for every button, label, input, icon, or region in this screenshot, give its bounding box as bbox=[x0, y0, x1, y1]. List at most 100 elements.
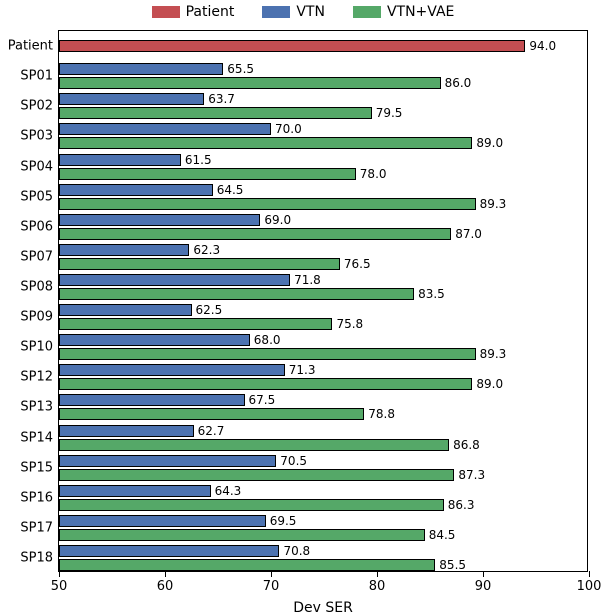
bar-vtn_vae bbox=[59, 107, 372, 119]
y-tick-label: SP07 bbox=[20, 249, 59, 264]
legend-item-vtn: VTN bbox=[262, 4, 325, 20]
bar-vtn bbox=[59, 123, 271, 135]
bar-value-label: 70.5 bbox=[280, 454, 307, 468]
bar-vtn bbox=[59, 545, 279, 557]
bar-vtn_vae bbox=[59, 408, 364, 420]
bar-value-label: 62.5 bbox=[196, 303, 223, 317]
chart-root: Patient VTN VTN+VAE 50 60 70 80 90 100 Patient… bbox=[0, 0, 606, 608]
bar-value-label: 67.5 bbox=[249, 393, 276, 407]
bar-value-label: 69.0 bbox=[264, 213, 291, 227]
bar-vtn_vae bbox=[59, 228, 451, 240]
bar-vtn bbox=[59, 274, 290, 286]
bar-vtn bbox=[59, 515, 266, 527]
bar-patient bbox=[59, 40, 525, 52]
bar-vtn bbox=[59, 334, 250, 346]
bar-vtn bbox=[59, 394, 245, 406]
y-tick-label: SP04 bbox=[20, 159, 59, 174]
bar-vtn_vae bbox=[59, 378, 472, 390]
bar-vtn_vae bbox=[59, 168, 356, 180]
legend-swatch-vtn bbox=[262, 6, 290, 18]
x-tick-label: 90 bbox=[475, 571, 492, 594]
legend: Patient VTN VTN+VAE bbox=[0, 4, 606, 20]
bar-value-label: 94.0 bbox=[529, 39, 556, 53]
bar-value-label: 85.5 bbox=[439, 558, 466, 572]
bar-vtn bbox=[59, 184, 213, 196]
y-tick-label: Patient bbox=[8, 39, 59, 54]
x-tick-label: 70 bbox=[263, 571, 280, 594]
bar-value-label: 64.3 bbox=[215, 484, 242, 498]
bar-vtn_vae bbox=[59, 77, 441, 89]
bar-value-label: 78.0 bbox=[360, 167, 387, 181]
legend-label-patient: Patient bbox=[186, 4, 235, 20]
bar-value-label: 62.3 bbox=[193, 243, 220, 257]
bar-vtn bbox=[59, 485, 211, 497]
y-tick-label: SP05 bbox=[20, 189, 59, 204]
y-tick-label: SP10 bbox=[20, 340, 59, 355]
bar-vtn bbox=[59, 364, 285, 376]
bar-value-label: 70.0 bbox=[275, 122, 302, 136]
bar-vtn_vae bbox=[59, 137, 472, 149]
legend-label-vtn-vae: VTN+VAE bbox=[387, 4, 454, 20]
legend-label-vtn: VTN bbox=[296, 4, 325, 20]
bar-vtn bbox=[59, 244, 189, 256]
x-axis-label: Dev SER bbox=[293, 600, 353, 616]
bar-vtn_vae bbox=[59, 529, 425, 541]
bar-value-label: 86.8 bbox=[453, 438, 480, 452]
bar-vtn_vae bbox=[59, 348, 476, 360]
bar-value-label: 61.5 bbox=[185, 153, 212, 167]
y-tick-label: SP02 bbox=[20, 99, 59, 114]
bar-vtn_vae bbox=[59, 559, 435, 571]
bar-vtn_vae bbox=[59, 499, 444, 511]
y-tick-label: SP13 bbox=[20, 400, 59, 415]
bar-vtn_vae bbox=[59, 258, 340, 270]
x-tick-label: 60 bbox=[157, 571, 174, 594]
bar-value-label: 68.0 bbox=[254, 333, 281, 347]
bar-vtn bbox=[59, 93, 204, 105]
y-tick-label: SP14 bbox=[20, 430, 59, 445]
legend-item-patient: Patient bbox=[152, 4, 235, 20]
y-tick-label: SP16 bbox=[20, 490, 59, 505]
bar-value-label: 84.5 bbox=[429, 528, 456, 542]
bar-value-label: 65.5 bbox=[227, 62, 254, 76]
y-tick-label: SP01 bbox=[20, 69, 59, 84]
bar-vtn bbox=[59, 455, 276, 467]
bar-value-label: 89.3 bbox=[480, 347, 507, 361]
bar-vtn_vae bbox=[59, 469, 454, 481]
bar-value-label: 86.3 bbox=[448, 498, 475, 512]
legend-swatch-vtn-vae bbox=[353, 6, 381, 18]
bar-vtn bbox=[59, 425, 194, 437]
bar-vtn bbox=[59, 304, 192, 316]
plot-area: 5060708090100Patient94.0SP0165.586.0SP02… bbox=[58, 30, 588, 572]
bar-value-label: 86.0 bbox=[445, 76, 472, 90]
bar-vtn_vae bbox=[59, 288, 414, 300]
bar-value-label: 87.3 bbox=[458, 468, 485, 482]
bar-value-label: 89.3 bbox=[480, 197, 507, 211]
y-tick-label: SP12 bbox=[20, 370, 59, 385]
x-tick-label: 100 bbox=[577, 571, 602, 594]
y-tick-label: SP08 bbox=[20, 279, 59, 294]
bar-value-label: 83.5 bbox=[418, 287, 445, 301]
x-tick-label: 80 bbox=[369, 571, 386, 594]
bar-value-label: 76.5 bbox=[344, 257, 371, 271]
y-tick-label: SP09 bbox=[20, 310, 59, 325]
bar-value-label: 69.5 bbox=[270, 514, 297, 528]
bar-vtn bbox=[59, 63, 223, 75]
legend-item-vtn-vae: VTN+VAE bbox=[353, 4, 454, 20]
x-tick-label: 50 bbox=[51, 571, 68, 594]
bar-vtn bbox=[59, 214, 260, 226]
bar-value-label: 87.0 bbox=[455, 227, 482, 241]
y-tick-label: SP17 bbox=[20, 520, 59, 535]
y-tick-label: SP15 bbox=[20, 460, 59, 475]
bar-vtn_vae bbox=[59, 318, 332, 330]
bar-value-label: 64.5 bbox=[217, 183, 244, 197]
bar-vtn_vae bbox=[59, 198, 476, 210]
bar-vtn bbox=[59, 154, 181, 166]
y-tick-label: SP03 bbox=[20, 129, 59, 144]
bar-vtn_vae bbox=[59, 439, 449, 451]
bar-value-label: 89.0 bbox=[476, 377, 503, 391]
bar-value-label: 75.8 bbox=[336, 317, 363, 331]
legend-swatch-patient bbox=[152, 6, 180, 18]
bar-value-label: 62.7 bbox=[198, 424, 225, 438]
bar-value-label: 78.8 bbox=[368, 407, 395, 421]
bar-value-label: 71.3 bbox=[289, 363, 316, 377]
